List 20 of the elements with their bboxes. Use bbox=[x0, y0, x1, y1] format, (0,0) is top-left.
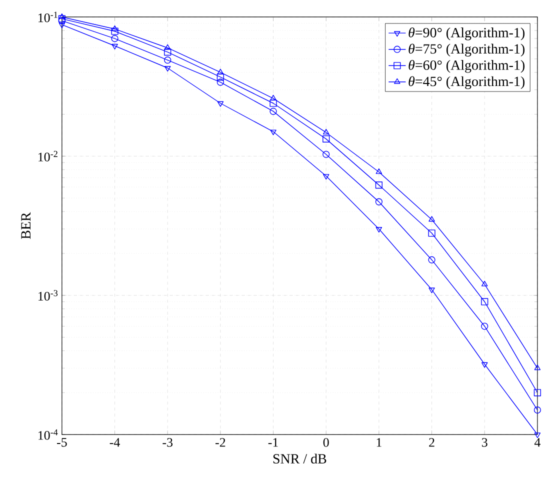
y-tick-label: 10$^{-3}$ bbox=[38, 290, 58, 300]
x-tick-label: -4 bbox=[110, 438, 120, 446]
x-tick-label: -2 bbox=[216, 438, 226, 446]
x-tick-label: 3 bbox=[482, 438, 488, 447]
x-axis-title: SNR / dB bbox=[273, 453, 326, 464]
legend-label: θ=75° (Algorithm-1) bbox=[408, 43, 524, 56]
x-tick-label: 1 bbox=[376, 438, 382, 446]
x-tick-label: 2 bbox=[429, 438, 434, 446]
legend-label: θ=45° (Algorithm-1) bbox=[408, 76, 524, 89]
legend-label: θ=90° (Algorithm-1) bbox=[408, 27, 524, 40]
x-tick-label: 0 bbox=[323, 438, 329, 447]
x-tick-label: -5 bbox=[57, 438, 67, 446]
x-tick-label: -3 bbox=[162, 438, 173, 447]
y-tick-label: 10$^{-4}$ bbox=[38, 429, 58, 440]
y-axis-title: BER bbox=[21, 212, 30, 239]
x-tick-label: 4 bbox=[534, 438, 540, 446]
legend-label: θ=60° (Algorithm-1) bbox=[408, 60, 524, 73]
y-tick-label: 10$^{-2}$ bbox=[38, 150, 58, 162]
x-tick-label: -1 bbox=[268, 438, 278, 446]
y-tick-label: 10$^{-1}$ bbox=[38, 12, 58, 22]
